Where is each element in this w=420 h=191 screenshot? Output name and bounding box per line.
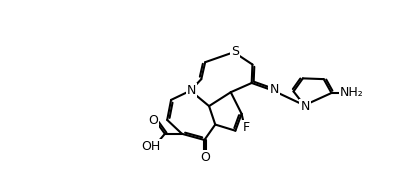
Text: S: S (231, 45, 239, 58)
Text: OH: OH (141, 140, 160, 153)
Text: O: O (200, 151, 210, 164)
Text: NH₂: NH₂ (340, 87, 364, 100)
Text: O: O (148, 114, 158, 127)
Text: N: N (270, 83, 279, 96)
Text: N: N (186, 84, 196, 97)
Text: F: F (243, 121, 250, 134)
Text: N: N (300, 100, 310, 113)
